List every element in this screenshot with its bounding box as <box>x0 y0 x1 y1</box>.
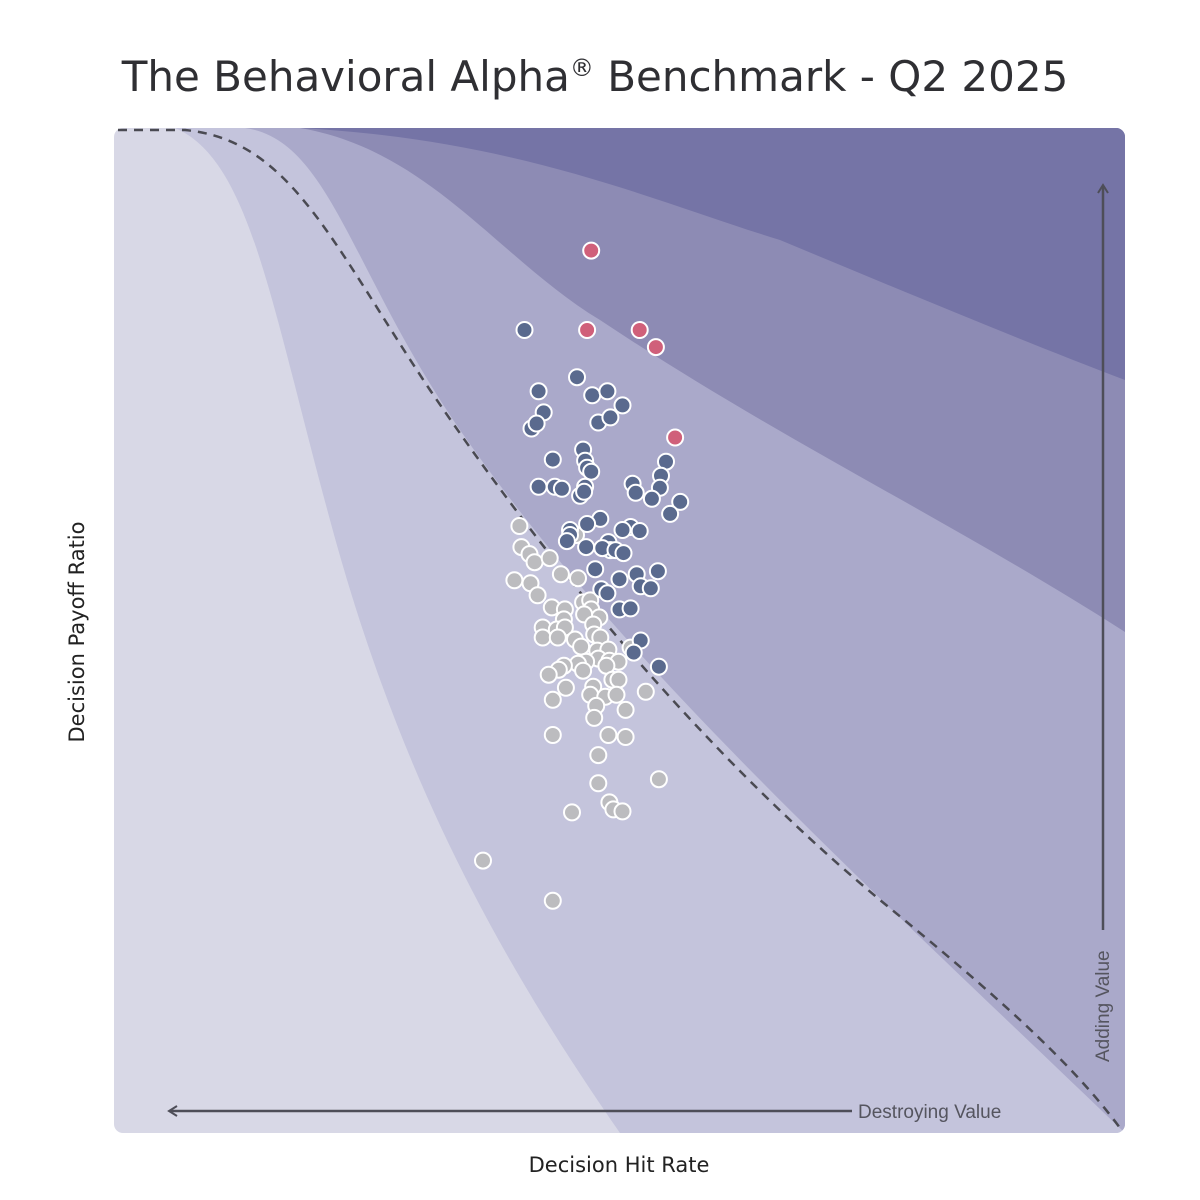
zone-5 <box>300 128 1125 380</box>
data-point <box>648 562 667 581</box>
chart-title: The Behavioral Alpha® Benchmark - Q2 202… <box>0 52 1190 101</box>
data-point <box>575 482 594 501</box>
data-point <box>624 643 643 662</box>
data-point <box>574 661 593 680</box>
data-point <box>583 386 602 405</box>
data-point <box>529 477 548 496</box>
data-point <box>543 891 562 910</box>
data-point <box>598 584 617 603</box>
data-point <box>572 637 591 656</box>
data-point <box>613 802 632 821</box>
chart-title-suffix: Benchmark - Q2 2025 <box>593 52 1069 101</box>
data-point <box>607 685 626 704</box>
data-point <box>533 628 552 647</box>
data-point <box>569 569 587 588</box>
data-point <box>642 489 661 508</box>
data-point <box>578 515 597 533</box>
data-point <box>577 538 596 557</box>
value-zones <box>114 128 1125 1133</box>
x-axis-label: Decision Hit Rate <box>528 1153 710 1177</box>
data-point <box>609 670 628 689</box>
data-point <box>641 579 660 598</box>
data-point <box>539 665 558 684</box>
data-point <box>543 450 562 469</box>
data-point <box>543 726 562 744</box>
data-point <box>551 565 570 584</box>
benchmark-curve <box>118 128 1122 1129</box>
data-point <box>616 728 635 746</box>
data-point <box>582 241 601 260</box>
data-point <box>630 321 649 339</box>
data-point <box>589 774 608 793</box>
data-point <box>621 599 640 618</box>
data-points <box>474 241 690 910</box>
data-point <box>578 321 597 339</box>
data-point <box>636 682 655 701</box>
data-point <box>646 338 665 357</box>
data-point <box>649 657 668 676</box>
data-point <box>616 700 635 719</box>
data-point <box>515 321 534 339</box>
adding-value-label: Adding Value <box>1093 950 1114 1062</box>
data-point <box>613 396 632 415</box>
data-point <box>582 462 601 481</box>
data-point <box>599 726 618 744</box>
data-point <box>630 522 649 540</box>
data-point <box>614 544 633 563</box>
data-point <box>610 570 629 589</box>
chart-title-main: The Behavioral Alpha <box>121 52 570 101</box>
data-point <box>529 382 548 401</box>
data-point <box>613 521 632 539</box>
data-point <box>528 586 547 605</box>
data-point <box>474 851 492 870</box>
registered-mark: ® <box>569 54 594 82</box>
data-point <box>548 628 567 647</box>
data-point <box>585 708 604 727</box>
data-point <box>540 549 559 568</box>
data-point <box>671 492 690 511</box>
data-point <box>543 690 562 709</box>
data-point <box>586 560 605 579</box>
data-point <box>505 571 524 590</box>
data-point <box>552 479 571 498</box>
data-point <box>525 553 544 572</box>
data-point <box>510 517 529 535</box>
data-point <box>568 368 586 387</box>
data-point <box>589 746 608 765</box>
destroying-value-label: Destroying Value <box>858 1102 1001 1123</box>
data-point <box>598 382 617 401</box>
data-point <box>563 803 581 822</box>
data-point <box>661 504 680 523</box>
data-point <box>557 532 576 551</box>
data-point <box>527 414 546 433</box>
data-point <box>556 678 575 697</box>
data-point <box>649 770 668 789</box>
data-point <box>666 428 685 447</box>
data-point <box>601 408 620 427</box>
data-point <box>626 483 645 502</box>
